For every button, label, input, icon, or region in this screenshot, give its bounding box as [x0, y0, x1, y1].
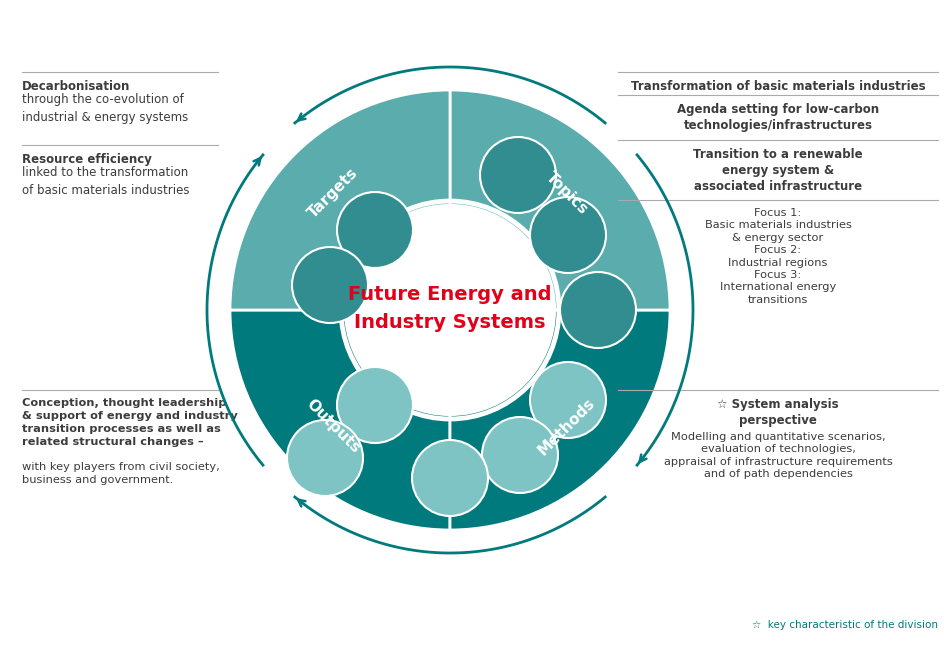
Wedge shape: [449, 310, 557, 418]
Circle shape: [287, 420, 362, 496]
Text: Resource efficiency: Resource efficiency: [22, 153, 152, 166]
Text: Transformation of basic materials industries: Transformation of basic materials indust…: [630, 80, 924, 93]
Text: linked to the transformation
of basic materials industries: linked to the transformation of basic ma…: [22, 166, 190, 196]
Text: Agenda setting for low-carbon
technologies/infrastructures: Agenda setting for low-carbon technologi…: [676, 103, 878, 132]
Wedge shape: [229, 90, 449, 310]
Text: Transition to a renewable
energy system &
associated infrastructure: Transition to a renewable energy system …: [693, 148, 862, 193]
Circle shape: [560, 272, 635, 348]
Text: Conception, thought leadership
& support of energy and industry
transition proce: Conception, thought leadership & support…: [22, 398, 238, 447]
Text: Focus 1:
Basic materials industries
& energy sector
Focus 2:
Industrial regions
: Focus 1: Basic materials industries & en…: [704, 208, 851, 305]
Text: Decarbonisation: Decarbonisation: [22, 80, 130, 93]
Wedge shape: [449, 202, 557, 310]
Circle shape: [412, 440, 487, 516]
Text: Outputs: Outputs: [303, 397, 362, 456]
Text: Topics: Topics: [542, 170, 590, 217]
Circle shape: [337, 367, 413, 443]
Text: Methods: Methods: [534, 395, 598, 458]
Text: Modelling and quantitative scenarios,
evaluation of technologies,
appraisal of i: Modelling and quantitative scenarios, ev…: [663, 432, 891, 479]
Text: ☆ System analysis
perspective: ☆ System analysis perspective: [716, 398, 838, 427]
Wedge shape: [449, 90, 669, 310]
Circle shape: [344, 204, 555, 416]
Circle shape: [530, 362, 605, 438]
Wedge shape: [449, 310, 669, 530]
Wedge shape: [229, 310, 449, 530]
Text: ☆  key characteristic of the division: ☆ key characteristic of the division: [751, 620, 937, 630]
Text: Future Energy and: Future Energy and: [348, 285, 551, 304]
Circle shape: [292, 247, 367, 323]
Wedge shape: [342, 202, 449, 310]
Circle shape: [337, 192, 413, 268]
Circle shape: [480, 137, 555, 213]
Circle shape: [481, 417, 557, 493]
Text: with key players from civil society,
business and government.: with key players from civil society, bus…: [22, 462, 220, 485]
Circle shape: [530, 197, 605, 273]
Text: Industry Systems: Industry Systems: [354, 313, 546, 333]
Text: Targets: Targets: [305, 166, 361, 221]
Wedge shape: [342, 310, 449, 418]
Text: through the co-evolution of
industrial & energy systems: through the co-evolution of industrial &…: [22, 93, 188, 124]
